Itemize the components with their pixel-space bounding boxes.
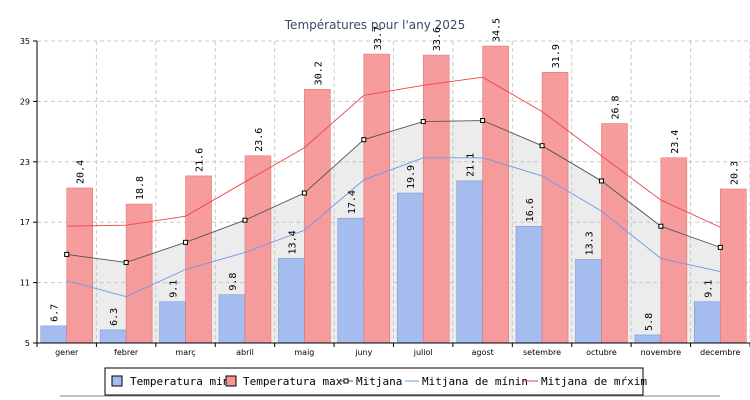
data-label-min: 13.3 [584, 231, 595, 255]
avg-line [66, 120, 721, 263]
data-label-min: 21.1 [466, 153, 477, 177]
y-tick-label: 17 [20, 218, 30, 227]
bar-min [337, 217, 365, 344]
x-tick-label: juliol [413, 348, 433, 357]
legend-label-avg: Mitjana [356, 375, 402, 388]
y-tick-label: 35 [20, 37, 30, 46]
data-label-min: 13.4 [287, 230, 298, 254]
data-label-max: 18.8 [135, 176, 146, 200]
avg-marker [361, 137, 367, 143]
data-label-max: 23.4 [670, 130, 681, 154]
bar-min [159, 301, 186, 344]
data-label-min: 6.7 [50, 304, 61, 322]
avg-marker [717, 244, 723, 250]
avg-marker [64, 251, 70, 257]
bar-max [541, 71, 569, 344]
axes: 5 11 17 23 29 35 gener febrer març abril maig juny j… [20, 37, 750, 357]
avg-marker [480, 118, 486, 124]
avg-marker [539, 143, 545, 149]
lines [64, 76, 723, 298]
bar-min [278, 258, 305, 344]
data-label-max: 34.5 [492, 18, 503, 42]
bar-min [694, 301, 721, 344]
data-label-min: 9.8 [228, 273, 239, 291]
bar-max [363, 53, 391, 344]
data-label-max: 33.7 [373, 26, 384, 50]
data-label-min: 16.6 [525, 198, 536, 222]
bar-min [218, 294, 246, 344]
legend-label-avgmax: Mitjana de mŕxim [541, 375, 647, 388]
y-tick-label: 11 [20, 279, 30, 288]
avg-min-line [66, 157, 721, 298]
x-tick-label: novembre [641, 348, 682, 357]
avg-marker [301, 190, 307, 196]
bar-min [515, 225, 543, 344]
x-tick-label: octubre [586, 348, 617, 357]
chart-title: Températures pour l'any 2025 [284, 18, 465, 32]
data-label-min: 6.3 [109, 308, 120, 326]
legend-label-avgmin: Mitjana de mínin [422, 375, 528, 388]
data-label-min: 9.1 [169, 280, 180, 298]
data-label-min: 5.8 [644, 313, 655, 331]
bar-max [482, 45, 509, 344]
x-tick-label: maig [294, 348, 314, 357]
x-tick-label: abril [236, 348, 254, 357]
avg-max-line [66, 76, 721, 228]
data-label-min: 17.4 [347, 190, 358, 214]
bar-min [575, 259, 602, 344]
legend: Temperatura min Temperatura max Mitjana … [60, 367, 720, 397]
bar-min [634, 334, 662, 344]
bar-min [99, 329, 127, 344]
data-label-max: 23.6 [254, 128, 265, 152]
bar-max [422, 54, 450, 344]
avg-marker [658, 223, 664, 229]
x-tick-label: febrer [114, 348, 139, 357]
bar-min [396, 192, 424, 344]
avg-marker [242, 217, 248, 223]
bar-max [601, 123, 628, 344]
data-label-max: 21.6 [195, 148, 206, 172]
x-tick-label: gener [55, 348, 79, 357]
bar-max [185, 175, 212, 344]
data-label-min: 19.9 [406, 165, 417, 189]
grid [37, 40, 750, 343]
x-tick-label: decembre [700, 348, 740, 357]
x-tick-label: juny [354, 348, 372, 357]
legend-marker-avg [343, 378, 349, 384]
y-tick-label: 29 [20, 97, 30, 106]
data-label-max: 20.3 [729, 161, 740, 185]
bar-max [720, 188, 747, 344]
data-label-max: 20.4 [76, 160, 87, 184]
x-tick-label: agost [472, 348, 494, 357]
avg-marker [123, 259, 129, 265]
x-tick-label: març [175, 348, 195, 357]
data-label-max: 33.6 [432, 27, 443, 51]
y-tick-label: 23 [20, 158, 30, 167]
legend-swatch-max [225, 375, 237, 387]
data-label-max: 31.9 [551, 44, 562, 68]
legend-box [104, 367, 644, 396]
legend-swatch-min [111, 375, 123, 387]
avg-marker [183, 239, 189, 245]
bar-max [125, 203, 153, 344]
data-labels: 6.7 20.4 6.3 18.8 9.1 21.6 9.8 23.6 13.4 30.2 17.4… [50, 18, 741, 331]
legend-label-min: Temperatura min [130, 375, 229, 388]
bar-max [304, 89, 331, 344]
bar-min [456, 180, 483, 344]
legend-label-max: Temperatura max [243, 375, 343, 388]
bars [40, 45, 747, 344]
avg-marker [420, 119, 426, 125]
data-label-min: 9.1 [703, 280, 714, 298]
bar-min [40, 325, 67, 344]
avg-marker [598, 178, 604, 184]
bar-max [66, 187, 93, 344]
y-tick-label: 5 [25, 339, 30, 348]
x-tick-label: setembre [523, 348, 561, 357]
bar-max [660, 157, 688, 344]
data-label-max: 30.2 [313, 61, 324, 85]
bar-max [244, 155, 272, 344]
data-label-max: 26.8 [610, 95, 621, 119]
